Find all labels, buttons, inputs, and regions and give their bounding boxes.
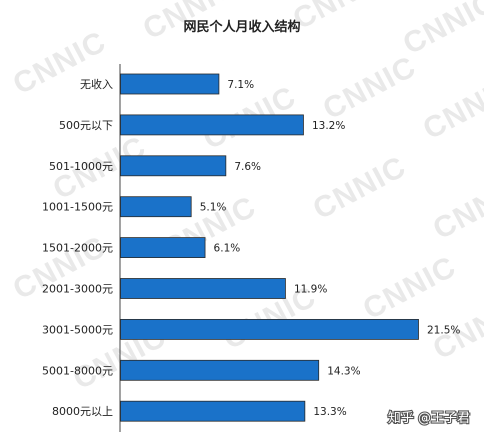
value-label-8: 13.3%: [313, 406, 346, 418]
category-label-3: 1001-1500元: [42, 201, 113, 214]
credit-text: 知乎 @王子君: [388, 410, 470, 426]
category-label-8: 8000元以上: [52, 405, 113, 418]
category-label-0: 无收入: [80, 77, 113, 91]
category-label-1: 500元以下: [59, 119, 113, 132]
value-label-7: 14.3%: [327, 365, 360, 377]
watermark-text: CNNIC: [418, 70, 484, 146]
value-label-0: 7.1%: [227, 79, 254, 91]
category-label-4: 1501-2000元: [42, 242, 113, 255]
watermark-text: CNNIC: [428, 170, 484, 246]
value-label-2: 7.6%: [234, 161, 261, 173]
value-label-4: 6.1%: [214, 243, 241, 255]
value-label-1: 13.2%: [312, 120, 345, 132]
category-label-5: 2001-3000元: [42, 283, 113, 296]
value-label-5: 11.9%: [294, 284, 327, 296]
category-labels: 无收入 500元以下 501-1000元 1001-1500元 1501-2000元 20…: [42, 77, 113, 418]
category-label-7: 5001-8000元: [42, 364, 113, 377]
watermark-text: CNNIC: [398, 0, 484, 61]
bar-3: [120, 196, 192, 218]
value-label-6: 21.5%: [427, 324, 460, 336]
watermark-text: CNNIC: [288, 0, 392, 36]
watermark-text: CNNIC: [358, 250, 462, 326]
watermark-text: CNNIC: [308, 150, 412, 226]
bar-2: [120, 155, 227, 177]
bar-0: [120, 73, 220, 95]
value-label-3: 5.1%: [200, 202, 227, 214]
chart-title: 网民个人月收入结构: [183, 19, 300, 35]
bar-7: [120, 359, 320, 381]
category-label-6: 3001-5000元: [42, 323, 113, 336]
bar-5: [120, 278, 286, 299]
category-label-2: 501-1000元: [49, 160, 113, 173]
bar-6: [120, 318, 419, 340]
credit-watermark: 知乎 @王子君: [387, 409, 471, 427]
bar-8: [120, 400, 306, 422]
watermark-text: CNNIC: [318, 50, 422, 126]
bar-1: [120, 114, 304, 136]
value-labels: 7.1% 13.2% 7.6% 5.1% 6.1% 11.9% 21.5% 14.3% 13.3…: [200, 79, 461, 418]
bars-group: [120, 73, 419, 422]
bar-4: [120, 237, 206, 259]
